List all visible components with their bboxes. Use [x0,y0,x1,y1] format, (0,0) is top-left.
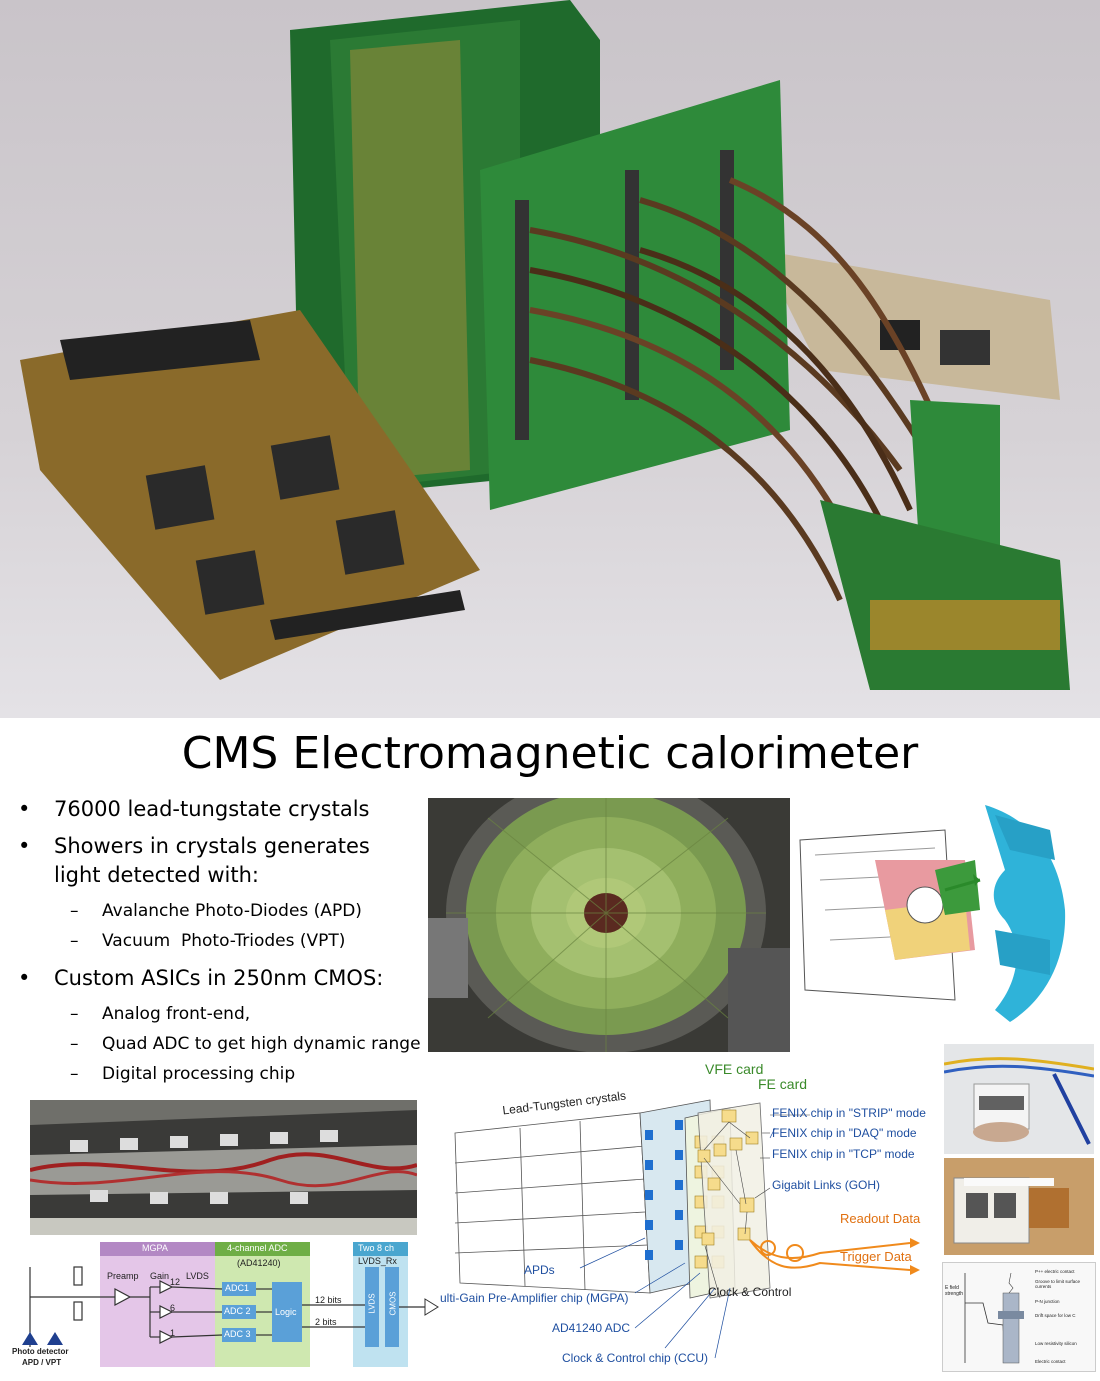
lvds-rx: LVDS_Rx [358,1256,397,1266]
vpt-photo [944,1158,1094,1255]
sub-bullet-item: – Vacuum Photo-Triodes (VPT) [18,928,428,954]
apds-label: APDs [524,1263,555,1277]
gigabit-links-label: Gigabit Links (GOH) [772,1178,881,1192]
field-label-4: Drift space for low C [1035,1313,1076,1318]
field-label-2: Groove to limit surface currents [1035,1279,1081,1289]
photo-detector-label: Photo detector [12,1347,69,1356]
sub-bullet-dash: – [70,931,79,951]
adc-part: (AD41240) [237,1258,281,1268]
barrel-illustration [428,798,790,1052]
sub-bullet-item: – Quad ADC to get high dynamic range [18,1031,428,1057]
readout-data-label: Readout Data [840,1211,921,1226]
adc-chip-label: AD41240 ADC [552,1321,631,1335]
adc2-label: ADC 2 [224,1306,251,1316]
sub-bullet-text: Digital processing chip [102,1064,296,1084]
apd-illustration [944,1057,1094,1145]
boards-illustration [20,0,1070,690]
bits2-label: 2 bits [315,1317,337,1327]
clock-control-label: Clock & Control [708,1285,792,1299]
gain-6: 6 [170,1303,176,1313]
sub-bullet-text: Analog front-end, [102,1004,251,1024]
bullet-dot: • [18,834,31,858]
apd-field-diagram: E field strength P++ electric contact Gr… [942,1262,1096,1372]
gain-label: Gain [150,1271,170,1281]
sub-bullet-text: Quad ADC to get high dynamic range [102,1034,421,1054]
sub-bullet-item: – Analog front-end, [18,1001,428,1027]
ccu-chip-label: Clock & Control chip (CCU) [562,1351,709,1365]
fenix-tcp-label: FENIX chip in "TCP" mode [772,1147,915,1161]
sub-bullet-dash: – [70,1034,79,1054]
supermodule-illustration [30,1110,417,1235]
bullet-item: • Custom ASICs in 250nm CMOS: [18,964,428,993]
page-title: CMS Electromagnetic calorimeter [181,728,919,779]
lvds-label: LVDS [186,1271,209,1281]
fenix-daq-label: FENIX chip in "DAQ" mode [772,1126,917,1140]
trigger-data-label: Trigger Data [840,1249,912,1264]
bullet-text: Showers in crystals generates light dete… [54,834,370,887]
sub-bullet-item: – Avalanche Photo-Diodes (APD) [18,898,428,924]
lvds-vertical: LVDS [367,1293,377,1314]
bullet-dot: • [18,797,31,821]
adc3-label: ADC 3 [224,1329,251,1339]
calorimeter-barrel-photo [428,798,790,1052]
electronics-boards-photo [0,0,1100,718]
sub-bullet-dash: – [70,1004,79,1024]
readout-diagram-shapes [454,1099,920,1359]
sub-bullet-dash: – [70,1064,79,1084]
bullet-text: 76000 lead-tungstate crystals [54,797,370,821]
adc1-label: ADC1 [225,1283,250,1293]
cutaway-illustration [799,805,1066,1022]
apd-photo [944,1044,1094,1154]
lvds-header: Two 8 ch [358,1243,395,1253]
field-label-6: Electric contact [1035,1359,1066,1364]
calorimeter-cutaway-diagram [795,800,1100,1025]
bullet-list: • 76000 lead-tungstate crystals • Shower… [18,795,428,1091]
supermodule-electronics-photo [30,1100,417,1235]
mgpa-chip-label: ulti-Gain Pre-Amplifier chip (MGPA) [440,1291,629,1305]
field-label-3: P-N junction [1035,1299,1060,1304]
field-diagram-shapes [964,1272,1024,1364]
bullet-dot: • [18,966,31,990]
field-label-1: P++ electric contact [1035,1269,1075,1274]
field-label-5: Low resistivity silicon [1035,1341,1077,1346]
bullet-item: • 76000 lead-tungstate crystals [18,795,428,824]
vpt-illustration [953,1177,1069,1244]
bits12-label: 12 bits [315,1295,342,1305]
apd-vpt-label: APD / VPT [22,1358,62,1367]
fenix-strip-label: FENIX chip in "STRIP" mode [772,1106,926,1120]
logic-label: Logic [275,1307,297,1317]
adc-header: 4-channel ADC [227,1243,288,1253]
gain-1: 1 [170,1328,176,1338]
efield-label: E field strength [945,1285,964,1297]
readout-chain-diagram: Lead-Tungsten crystals VFE card FE card … [440,1058,940,1376]
sub-bullet-text: Avalanche Photo-Diodes (APD) [102,901,362,921]
gain-12: 12 [170,1277,181,1287]
bullet-item: • Showers in crystals generates light de… [18,832,428,890]
bullet-text: Custom ASICs in 250nm CMOS: [54,966,384,990]
fe-card-label: FE card [758,1076,808,1092]
sub-bullet-text: Vacuum Photo-Triodes (VPT) [102,931,346,951]
vfe-card-label: VFE card [705,1061,764,1077]
frontend-block-diagram: MGPA 4-channel ADC (AD41240) Two 8 ch LV… [10,1237,440,1372]
preamp-label: Preamp [107,1271,139,1281]
block-diagram-shapes [22,1242,439,1367]
sub-bullet-dash: – [70,901,79,921]
cmos-vertical: CMOS [388,1291,398,1316]
mgpa-header: MGPA [142,1243,168,1253]
sub-bullet-item: – Digital processing chip [18,1061,428,1087]
